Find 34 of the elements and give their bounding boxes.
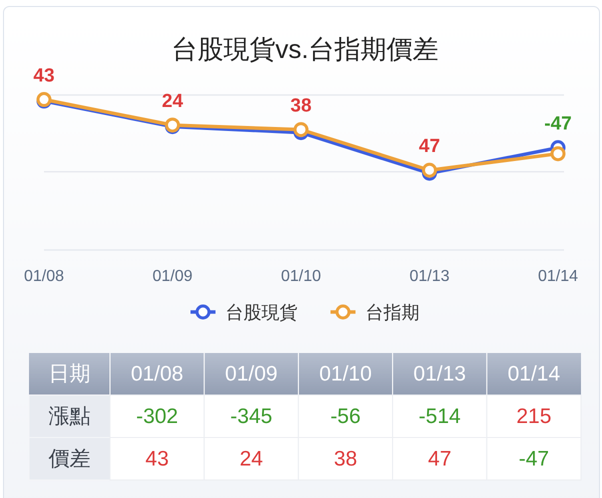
data-label: 215 [516, 404, 552, 428]
data-label: -302 [136, 404, 178, 428]
x-tick-label: 01/08 [130, 362, 184, 386]
chart-title: 台股現貨vs.台指期價差 [171, 34, 439, 64]
legend-label: 台股現貨 [226, 302, 298, 322]
x-axis-title: 日期 [48, 362, 90, 386]
x-tick-label: 01/14 [538, 268, 578, 285]
annotation: -47 [544, 114, 572, 135]
x-tick-label: 01/13 [409, 268, 450, 285]
annotation: 24 [162, 91, 184, 112]
x-tick-label: 01/10 [319, 362, 372, 386]
y-tick-label: 價差 [48, 447, 90, 470]
x-tick-label: 01/10 [280, 268, 322, 285]
annotation: 47 [418, 136, 440, 158]
annotation: 38 [290, 96, 312, 117]
x-tick-label: 01/08 [24, 268, 64, 285]
data-label: -345 [230, 404, 272, 428]
x-tick-label: 01/14 [508, 362, 560, 386]
data-label: -514 [418, 404, 462, 428]
y-tick-label: 漲點 [48, 404, 90, 428]
data-label: -47 [518, 447, 550, 470]
data-label: 43 [145, 447, 169, 470]
x-tick-label: 01/13 [413, 362, 466, 386]
annotation: 43 [33, 66, 55, 87]
point [294, 122, 308, 138]
data-label: 38 [334, 447, 358, 470]
data-label: 47 [428, 447, 452, 470]
x-tick-label: 01/09 [152, 268, 193, 285]
legend-label: 台指期 [366, 302, 420, 322]
data-label: 24 [240, 447, 264, 470]
data-label: -56 [330, 404, 361, 428]
point [550, 146, 566, 162]
point [422, 162, 437, 178]
x-tick-label: 01/09 [225, 362, 278, 386]
